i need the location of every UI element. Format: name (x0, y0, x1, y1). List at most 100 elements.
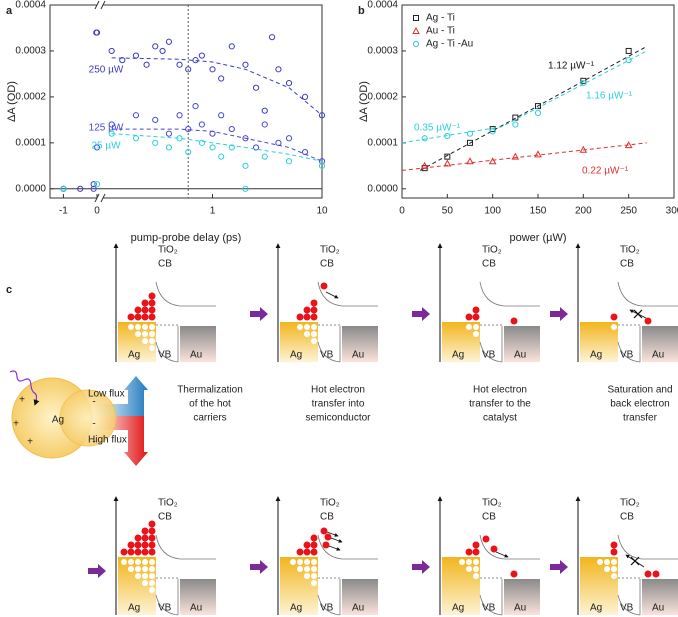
conduction-band (317, 534, 378, 560)
y-axis-label: ΔA (OD) (6, 81, 18, 122)
point (275, 66, 282, 73)
legend-label: Ag - Ti (426, 13, 455, 24)
hot-electron (296, 313, 304, 321)
valence-band (155, 594, 179, 616)
hole (135, 324, 141, 330)
catalyst-label: Au (352, 603, 364, 614)
point (488, 157, 497, 165)
vb-label: VB (158, 603, 172, 614)
hot-electron (472, 313, 480, 321)
catalyst-band (642, 326, 678, 362)
transfer-arrow (326, 531, 339, 537)
x-tick-label: -1 (59, 206, 68, 217)
slope-label: 1.16 µW⁻¹ (586, 91, 633, 102)
hole (473, 573, 479, 579)
point (275, 139, 282, 146)
metal-label: Ag (290, 603, 302, 614)
hot-electron (303, 541, 311, 549)
x-tick-label: 150 (530, 206, 547, 217)
hot-electron (134, 306, 142, 314)
hot-electron (148, 541, 156, 549)
hot-electron (310, 299, 318, 307)
slope-label: 1.12 µW⁻¹ (548, 61, 595, 72)
point (301, 93, 309, 101)
catalyst-band (342, 579, 378, 615)
hot-electron (322, 541, 330, 549)
transfer-arrow (495, 551, 509, 558)
series-label: 125 µW (89, 123, 124, 134)
hole (473, 559, 479, 565)
hot-electron (310, 548, 318, 556)
point (511, 152, 520, 160)
conduction-band (479, 534, 540, 560)
point (512, 114, 519, 121)
point (228, 144, 235, 151)
stage-caption: Saturation and (607, 385, 672, 396)
point (185, 148, 192, 156)
hole (121, 559, 127, 565)
charge-minus: - (92, 397, 95, 408)
point (301, 148, 309, 156)
point (152, 139, 159, 146)
hot-electron (652, 570, 660, 578)
hot-electron (465, 313, 473, 321)
stage-caption: Hot electron (473, 385, 527, 396)
hole (466, 559, 472, 565)
hot-electron (472, 548, 480, 556)
hole (604, 566, 610, 572)
vb-label: VB (482, 350, 496, 361)
hole (466, 566, 472, 572)
hot-electron (482, 535, 490, 543)
plot-frame (49, 4, 323, 199)
hot-electron (148, 292, 156, 300)
hole (128, 559, 134, 565)
y-tick-label: 0.0002 (367, 92, 398, 103)
point (444, 153, 451, 160)
hole (311, 573, 317, 579)
point (579, 145, 588, 153)
catalyst-label: Au (514, 603, 526, 614)
point (152, 116, 159, 123)
fit-line (419, 45, 648, 171)
y-tick-label: 0.0004 (15, 0, 46, 11)
point (108, 47, 115, 55)
point (218, 112, 225, 119)
hole (304, 566, 310, 572)
point (261, 107, 268, 114)
hot-electron (148, 548, 156, 556)
point (93, 144, 101, 151)
hot-electron (472, 541, 480, 549)
hole (290, 559, 296, 565)
point (228, 125, 235, 133)
hot-electron (510, 317, 518, 325)
point (261, 121, 268, 128)
cb-label: CB (320, 259, 334, 270)
x-tick-label: 50 (442, 206, 454, 217)
point (285, 80, 293, 87)
valence-band (155, 341, 179, 363)
hole (459, 559, 465, 565)
hole (149, 559, 155, 565)
vb-label: VB (482, 603, 496, 614)
catalyst-band (180, 326, 216, 362)
hole (135, 573, 141, 579)
point (143, 61, 150, 68)
point (185, 66, 192, 73)
point (580, 80, 587, 87)
fit-line (111, 128, 323, 162)
x-tick-label: 0 (94, 206, 100, 217)
vb-label: VB (620, 603, 634, 614)
hole (297, 559, 303, 565)
hot-electron (296, 548, 304, 556)
valence-band (479, 341, 503, 363)
y-tick-label: 0.0003 (367, 46, 398, 57)
point (132, 135, 140, 142)
catalyst-label: Au (652, 350, 664, 361)
cb-label: CB (158, 512, 172, 523)
hole (304, 573, 310, 579)
conduction-band (479, 281, 540, 307)
hole (135, 566, 141, 572)
step-arrow (250, 560, 268, 574)
valence-band (317, 594, 341, 616)
panel-label: c (6, 284, 12, 296)
